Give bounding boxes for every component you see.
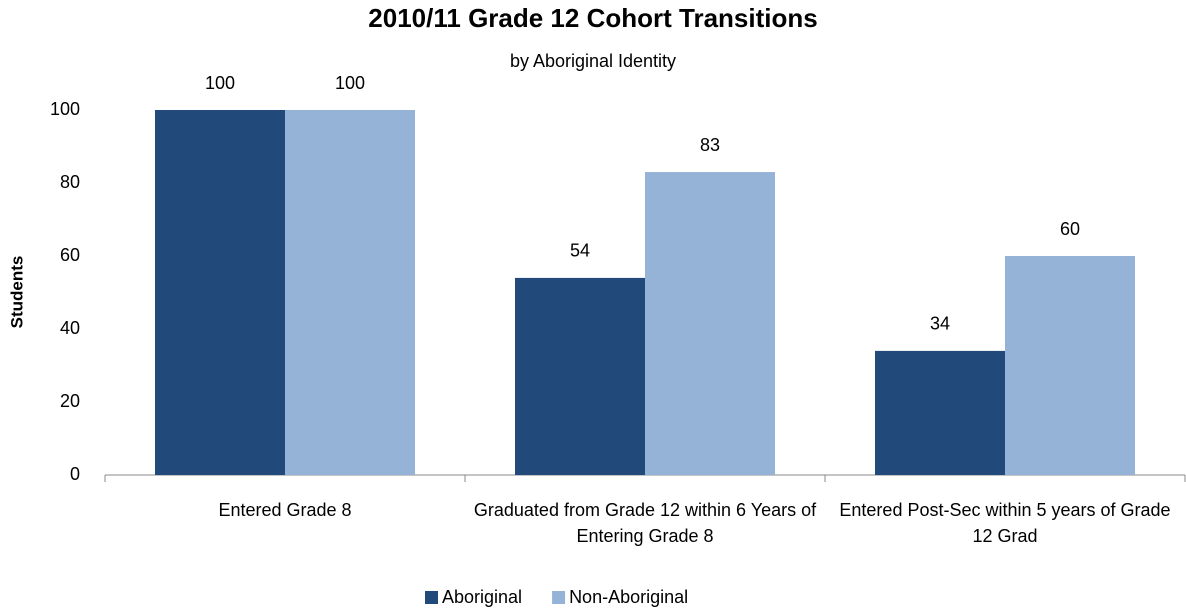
- legend-label: Non-Aboriginal: [569, 587, 688, 607]
- x-tick-label: Entered Post-Sec within 5 years of Grade…: [839, 500, 1171, 546]
- y-tick-label: 80: [60, 172, 80, 192]
- bar: [515, 277, 645, 475]
- legend-swatch: [425, 591, 438, 604]
- y-tick-label: 20: [60, 391, 80, 411]
- data-label: 83: [700, 135, 720, 155]
- legend-swatch: [552, 591, 566, 604]
- data-label: 100: [205, 73, 235, 93]
- data-label: 60: [1060, 219, 1080, 239]
- y-tick-label: 100: [50, 99, 80, 119]
- y-tick-label: 60: [60, 245, 80, 265]
- bar: [285, 110, 415, 475]
- data-label: 34: [930, 314, 950, 334]
- bar: [875, 350, 1005, 475]
- x-tick-label: Graduated from Grade 12 within 6 Years o…: [473, 500, 817, 546]
- chart-title: 2010/11 Grade 12 Cohort Transitions: [368, 3, 817, 33]
- data-label: 54: [570, 241, 590, 261]
- x-tick-label: Entered Grade 8: [218, 500, 352, 520]
- bar: [645, 172, 775, 476]
- legend-label: Aboriginal: [442, 587, 522, 607]
- data-label: 100: [335, 73, 365, 93]
- y-tick-label: 40: [60, 318, 80, 338]
- bar: [1005, 256, 1135, 475]
- bar: [155, 110, 285, 475]
- y-tick-label: 0: [70, 464, 80, 484]
- y-axis-label: Students: [7, 256, 26, 329]
- chart-subtitle: by Aboriginal Identity: [510, 51, 676, 71]
